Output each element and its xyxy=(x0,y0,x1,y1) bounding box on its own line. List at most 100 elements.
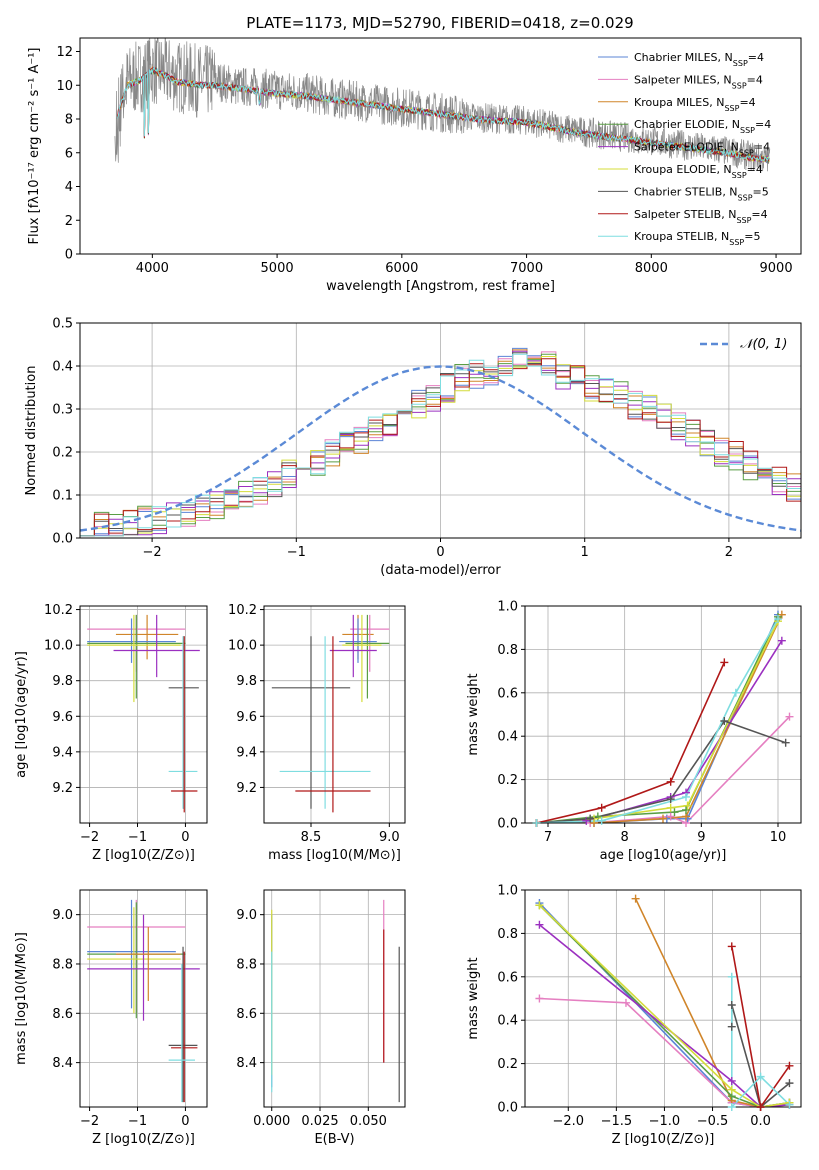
weight-marker xyxy=(756,1103,765,1111)
weight-marker xyxy=(727,1076,736,1085)
weight-marker xyxy=(785,1079,794,1088)
weight-line-chabrier-elodie xyxy=(536,616,779,823)
y-tick-label: 0.4 xyxy=(497,730,518,745)
y-tick-label: 0.0 xyxy=(497,817,518,832)
axes-frame xyxy=(79,889,208,1108)
x-tick-label: −1.0 xyxy=(649,1114,681,1129)
legend-entry: Chabrier STELIB, NSSP=5 xyxy=(634,185,769,202)
y-tick-label: 0.4 xyxy=(52,360,73,375)
plot-area xyxy=(87,899,200,1103)
y-axis-label: mass weight xyxy=(466,673,481,755)
y-tick-label: 8.6 xyxy=(236,1007,257,1022)
weight-marker xyxy=(720,717,729,726)
y-tick-label: 9.4 xyxy=(52,745,73,760)
histogram-chabrier-elodie xyxy=(80,353,801,537)
plot-age-vs-mass: 8.5 9.0 9.2 9.4 9.6 9.8 10.0 10.2 mass [log10(M/… xyxy=(228,603,406,863)
y-axis-label: mass weight xyxy=(466,957,481,1039)
y-tick-label: 0.2 xyxy=(497,773,518,788)
plot-residuals: −2 −1 0 1 2 0.0 0.1 0.2 0.3 0.4 0.5 (data-model)/er… xyxy=(24,317,802,578)
weight-line-salpeter-elodie xyxy=(538,924,790,1107)
y-tick-label: 9.8 xyxy=(52,674,73,689)
axes-frame xyxy=(263,889,406,1108)
weight-marker xyxy=(666,803,675,812)
y-tick-label: 0.4 xyxy=(497,1014,518,1029)
weight-marker xyxy=(535,994,544,1003)
y-tick-label: 9.4 xyxy=(236,745,257,760)
y-tick-label: 8.4 xyxy=(236,1056,257,1071)
weight-marker xyxy=(682,805,690,814)
weight-marker xyxy=(670,808,679,817)
x-tick-label: −1 xyxy=(128,830,147,845)
x-tick-label: 1 xyxy=(581,545,589,560)
weight-marker xyxy=(666,812,675,821)
histogram-salpeter-stelib xyxy=(80,358,801,537)
x-tick-label: 7 xyxy=(544,830,552,845)
weight-line-salpeter-stelib xyxy=(731,946,791,1107)
observed-spectrum xyxy=(114,38,771,172)
y-tick-label: 0.2 xyxy=(497,1057,518,1072)
x-tick-label: 8 xyxy=(621,830,629,845)
weight-marker xyxy=(597,803,606,812)
plot-massweight-vs-age: 7 8 9 10 0.0 0.2 0.4 0.6 0.8 1.0 age [log10(age/yr… xyxy=(466,600,802,863)
y-tick-label: 8.8 xyxy=(52,957,73,972)
weight-marker xyxy=(535,920,544,929)
plot-area xyxy=(538,898,791,1107)
weight-line-kroupa-miles xyxy=(536,614,783,823)
weight-marker xyxy=(731,688,740,697)
x-tick-label: 9 xyxy=(697,830,705,845)
legend-entry: 𝒩(0, 1) xyxy=(740,337,787,352)
weight-marker xyxy=(683,801,692,810)
y-tick-label: 9.6 xyxy=(52,710,73,725)
y-tick-label: 6 xyxy=(65,146,73,161)
x-axis-label: Z [log10(Z/Z⊙)] xyxy=(92,1132,195,1147)
axes-frame xyxy=(524,889,802,1108)
x-tick-label: 8000 xyxy=(635,261,668,276)
x-tick-label: −1 xyxy=(287,545,306,560)
y-axis-label: age [log10(age/yr)] xyxy=(14,651,29,778)
weight-marker xyxy=(631,894,640,903)
weight-marker xyxy=(774,615,782,624)
x-tick-label: 7000 xyxy=(510,261,543,276)
plot-area xyxy=(87,614,200,813)
y-tick-label: 0.0 xyxy=(52,532,73,547)
weight-marker xyxy=(532,819,541,827)
y-tick-label: 8.8 xyxy=(236,957,257,972)
figure-title: PLATE=1173, MJD=52790, FIBERID=0418, z=0… xyxy=(246,14,633,32)
weight-marker xyxy=(727,942,736,951)
weight-marker xyxy=(720,658,729,667)
y-tick-label: 9.0 xyxy=(52,908,73,923)
weight-marker xyxy=(597,816,606,825)
x-tick-label: −2 xyxy=(80,830,99,845)
y-tick-label: 9.6 xyxy=(236,710,257,725)
x-tick-label: 0.000 xyxy=(253,1114,290,1129)
legend-entry: Chabrier ELODIE, NSSP=4 xyxy=(634,118,771,135)
x-tick-label: 0 xyxy=(436,545,444,560)
y-tick-label: 12 xyxy=(56,45,73,60)
weight-marker xyxy=(666,777,675,786)
weight-line-chabrier-miles xyxy=(536,614,779,823)
x-axis-label: Z [log10(Z/Z⊙)] xyxy=(92,848,195,863)
model-spectrum-kroupa-stelib xyxy=(116,67,770,163)
axes-frame xyxy=(79,322,802,539)
weight-marker xyxy=(785,1100,794,1109)
x-axis-label: age [log10(age/yr)] xyxy=(600,848,727,863)
weight-marker xyxy=(682,792,690,801)
x-tick-label: 5000 xyxy=(261,261,294,276)
y-tick-label: 8 xyxy=(65,113,73,128)
weight-marker xyxy=(785,1061,794,1070)
weight-line-kroupa-elodie xyxy=(536,620,779,823)
y-tick-label: 0.0 xyxy=(497,1101,518,1116)
x-tick-label: 0.050 xyxy=(350,1114,387,1129)
histogram-kroupa-elodie xyxy=(80,356,801,537)
y-axis-label: Flux [fλ10⁻¹⁷ erg cm⁻² s⁻¹ A⁻¹] xyxy=(27,48,42,245)
y-tick-label: 1.0 xyxy=(497,600,518,615)
y-tick-label: 0.6 xyxy=(497,970,518,985)
plot-area xyxy=(536,614,791,823)
x-tick-label: −1.5 xyxy=(601,1114,633,1129)
weight-marker xyxy=(727,1085,736,1094)
x-tick-label: −0.5 xyxy=(697,1114,729,1129)
x-tick-label: −2 xyxy=(143,545,162,560)
axes-frame xyxy=(79,37,802,255)
x-axis-label: E(B-V) xyxy=(314,1132,354,1147)
